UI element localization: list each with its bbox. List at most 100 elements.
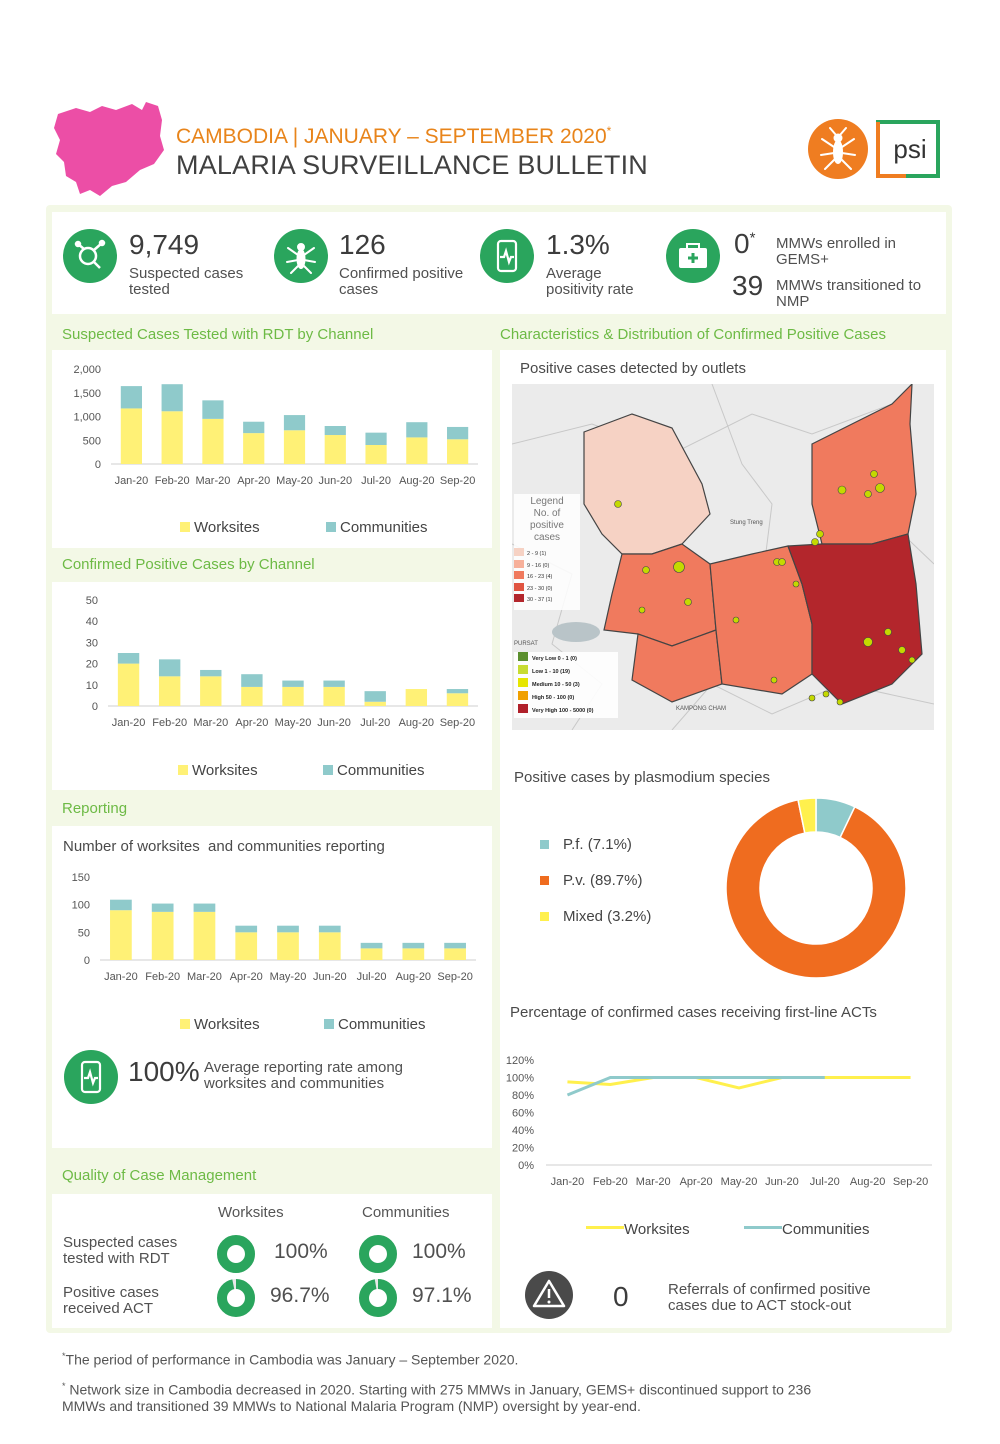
worksites-swatch xyxy=(180,1019,190,1029)
communities-bar xyxy=(444,942,466,949)
section-title-characteristics: Characteristics & Distribution of Confir… xyxy=(500,326,886,343)
kpi-tested-label: Suspected cases tested xyxy=(129,265,244,298)
worksites-bar xyxy=(243,433,265,464)
referrals-label: Referrals of confirmed positive cases due… xyxy=(668,1281,871,1314)
quality-row-rdt-label: Suspected cases tested with RDT xyxy=(63,1234,178,1267)
x-tick-label: Jul-20 xyxy=(360,717,390,729)
line-legend-communities: Communities xyxy=(744,1221,870,1238)
kpi-confirmed-label: Confirmed positive cases xyxy=(339,265,464,298)
svg-text:PURSAT: PURSAT xyxy=(514,641,538,647)
pv-slice xyxy=(725,798,907,979)
worksites-rdt-value: 100% xyxy=(274,1240,328,1263)
legend-worksites: Worksites xyxy=(192,762,258,779)
communities-bar xyxy=(235,925,258,933)
kpi-transitioned-value: 39 xyxy=(732,270,764,301)
y-tick-label: 2,000 xyxy=(73,364,101,376)
worksites-bar xyxy=(324,435,346,464)
y-tick-label: 20 xyxy=(86,659,98,671)
worksites-bar xyxy=(277,932,299,960)
communities-bar xyxy=(318,925,341,933)
x-tick-label: Aug-20 xyxy=(399,475,434,487)
mosquito-icon xyxy=(820,127,856,170)
worksites-swatch xyxy=(178,765,188,775)
legend-communities: Communities xyxy=(337,762,425,779)
worksites-act-ring xyxy=(217,1279,255,1317)
y-tick-label: 100% xyxy=(506,1073,534,1085)
communities-bar xyxy=(243,421,265,434)
communities-bar xyxy=(200,669,222,677)
communities-bar xyxy=(402,942,425,949)
map-range-item: 23 - 30 (0) xyxy=(514,582,580,595)
referrals-value: 0 xyxy=(613,1281,629,1312)
map-legend-rates: Very Low 0 - 1 (0) Low 1 - 10 (19) Medium … xyxy=(514,652,618,718)
worksites-rdt-ring xyxy=(217,1235,255,1273)
x-tick-label: Jun-20 xyxy=(317,717,351,729)
worksites-bar xyxy=(282,686,304,706)
quality-col-worksites: Worksites xyxy=(218,1204,284,1221)
communities-bar xyxy=(364,691,386,702)
y-tick-label: 40 xyxy=(86,616,98,628)
rdt-chart-panel: 0 500 1,000 1,500 2,000 Jan-20 Feb-20 Mar-20 Apr… xyxy=(52,350,492,548)
communities-bar xyxy=(110,899,132,911)
bulletin-subtitle: CAMBODIA | JANUARY – SEPTEMBER 2020* xyxy=(176,124,612,148)
worksites-bar xyxy=(151,911,174,960)
communities-bar xyxy=(161,384,183,412)
communities-bar xyxy=(283,415,306,431)
y-tick-label: 50 xyxy=(86,595,98,607)
svg-text:KAMPONG CHAM: KAMPONG CHAM xyxy=(676,706,726,712)
quality-row-act-label: Positive cases received ACT xyxy=(63,1284,159,1317)
communities-bar xyxy=(447,426,469,440)
x-tick-label: Feb-20 xyxy=(155,475,190,487)
map-range-item: 16 - 23 (4) xyxy=(514,571,580,583)
x-tick-label: Jul-20 xyxy=(357,971,387,983)
donut-legend: P.f. (7.1%) P.v. (89.7%) Mixed (3.2%) xyxy=(540,836,651,944)
x-tick-label: Sep-20 xyxy=(893,1176,928,1188)
y-tick-label: 0 xyxy=(84,955,90,967)
reporting-chart-title: Number of worksites and communities repo… xyxy=(63,838,385,855)
quality-panel: Worksites Communities Suspected cases tes… xyxy=(52,1194,492,1328)
reporting-panel: Number of worksites and communities repo… xyxy=(52,826,492,1148)
legend-communities: Communities xyxy=(340,519,428,536)
x-tick-label: Jan-20 xyxy=(551,1176,585,1188)
x-tick-label: Mar-20 xyxy=(193,717,228,729)
x-tick-label: May-20 xyxy=(275,717,312,729)
kpi-confirmed-value: 126 xyxy=(339,229,386,260)
y-tick-label: 10 xyxy=(86,680,98,692)
worksites-bar xyxy=(161,411,183,464)
kpi-transitioned-label: MMWs transitioned to NMP xyxy=(776,277,922,310)
footnote-network: * Network size in Cambodia decreased in … xyxy=(62,1381,812,1414)
x-tick-label: Aug-20 xyxy=(399,717,434,729)
communities-line-swatch xyxy=(744,1226,782,1229)
communities-bar xyxy=(365,432,387,445)
x-tick-label: Feb-20 xyxy=(593,1176,628,1188)
characteristics-panel: Positive cases detected by outlets Stung… xyxy=(500,350,946,1328)
mosquito-logo xyxy=(808,119,868,179)
kpi-tested-value: 9,749 xyxy=(129,229,200,260)
x-tick-label: Mar-20 xyxy=(196,475,231,487)
communities-bar xyxy=(323,680,345,687)
phone-pulse-icon xyxy=(64,1050,118,1104)
x-tick-label: May-20 xyxy=(270,971,307,983)
y-tick-label: 80% xyxy=(512,1090,534,1102)
communities-bar xyxy=(324,426,346,436)
mosquito-icon xyxy=(274,229,328,283)
worksites-bar xyxy=(318,932,341,960)
map-title: Positive cases detected by outlets xyxy=(520,360,746,377)
communities-bar xyxy=(151,903,174,912)
reporting-rate-label: Average reporting rate among worksites an… xyxy=(204,1059,404,1092)
x-tick-label: Jan-20 xyxy=(104,971,138,983)
x-tick-label: Aug-20 xyxy=(850,1176,885,1188)
kpi-positivity-label: Average positivity rate xyxy=(546,265,634,298)
worksites-bar xyxy=(241,686,263,706)
x-tick-label: Apr-20 xyxy=(230,971,263,983)
species-donut-chart xyxy=(725,797,907,979)
phone-pulse-icon xyxy=(480,229,534,283)
psi-logo: psi xyxy=(876,120,940,178)
reporting-bar-chart: 0 50 100 150 Jan-20 Feb-20 Mar-20 Apr-20 May-20 J… xyxy=(72,872,476,1033)
legend-communities: Communities xyxy=(338,1016,426,1033)
confirmed-bar-chart: 0 10 20 30 40 50 Jan-20 Feb-20 Mar-20 Apr-20 May-2… xyxy=(86,595,478,779)
worksites-bar xyxy=(235,932,258,960)
y-tick-label: 0 xyxy=(95,459,101,471)
x-tick-label: Apr-20 xyxy=(237,475,270,487)
y-tick-label: 40% xyxy=(512,1125,534,1137)
